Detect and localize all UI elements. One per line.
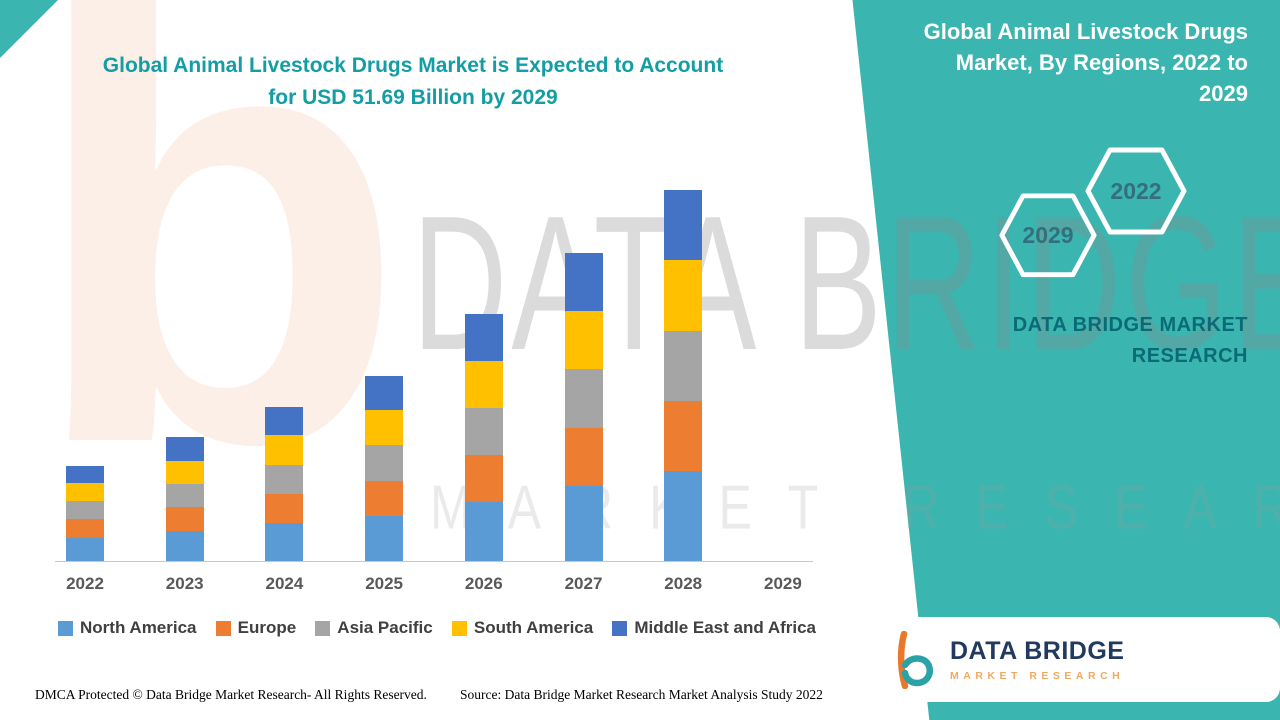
chart-title-line2: for USD 51.69 Billion by 2029	[268, 85, 558, 109]
bar-segment	[165, 530, 204, 561]
source-text: Source: Data Bridge Market Research Mark…	[460, 687, 823, 702]
bar-column	[454, 313, 514, 561]
stacked-bar	[365, 375, 404, 561]
bar-segment	[66, 483, 104, 501]
bar-segment	[464, 360, 503, 408]
legend-swatch	[451, 620, 467, 636]
badge-year-2022-label: 2022	[1110, 177, 1162, 204]
bar-segment	[265, 435, 304, 465]
bar-segment	[564, 369, 603, 428]
bar-column	[554, 252, 614, 561]
bar-column	[155, 437, 215, 561]
bar-segment	[265, 494, 304, 524]
logo-brand-tagline: MARKET RESEARCH	[950, 670, 1125, 682]
stacked-bar	[464, 313, 503, 561]
x-axis-label: 2029	[764, 574, 802, 593]
legend-item: Europe	[215, 618, 297, 638]
side-panel-brand-text: DATA BRIDGE MARKET RESEARCH	[1012, 314, 1248, 367]
x-axis-label: 2023	[165, 574, 204, 593]
bar-segment	[564, 310, 603, 370]
bar-segment	[664, 471, 703, 561]
bar-segment	[664, 260, 703, 331]
bar-segment	[165, 437, 204, 461]
bar-segment	[265, 406, 304, 436]
bar-segment	[66, 465, 104, 484]
bar-column	[55, 465, 115, 561]
hexagon-outline-icon	[999, 193, 1097, 278]
badge-hexagon-2029: 2029	[998, 192, 1098, 278]
bar-segment	[165, 507, 204, 531]
bar-segment	[664, 190, 703, 261]
logo-brand-name: DATA BRIDGE	[950, 637, 1125, 665]
legend-item: Middle East and Africa	[612, 618, 816, 638]
chart-legend: North America Europe Asia Pacific South Ame…	[58, 618, 816, 638]
legend-item: Asia Pacific	[315, 618, 433, 638]
chart-title-line1: Global Animal Livestock Drugs Market is …	[102, 54, 724, 77]
side-panel-title-line1: Global Animal Livestock Drugs	[923, 19, 1248, 44]
legend-label: South America	[473, 618, 594, 637]
bar-chart-plot-area	[55, 189, 813, 562]
legend-label: North America	[80, 618, 197, 637]
bar-segment	[265, 523, 304, 561]
badge-year-2029-label: 2029	[1022, 221, 1074, 248]
bar-segment	[564, 427, 603, 487]
stacked-bar	[564, 252, 603, 561]
bar-column	[354, 375, 414, 561]
stacked-bar	[66, 465, 104, 561]
legend-item: South America	[451, 618, 594, 638]
stacked-bar	[265, 406, 304, 561]
chart-title: Global Animal Livestock Drugs Market is …	[58, 50, 768, 113]
legend-swatch	[215, 620, 231, 636]
x-axis-label: 2028	[664, 574, 703, 593]
bar-segment	[66, 537, 104, 561]
bar-segment	[365, 375, 404, 411]
x-axis-label: 2022	[66, 574, 104, 593]
bar-segment	[365, 480, 404, 516]
x-axis-label: 2026	[464, 574, 503, 593]
bar-segment	[564, 252, 603, 311]
bar-segment	[664, 330, 703, 402]
badge-hexagon-2022: 2022	[1084, 146, 1188, 236]
bar-segment	[464, 454, 503, 502]
bar-column	[653, 190, 713, 561]
bar-segment	[464, 501, 503, 561]
bar-segment	[365, 410, 404, 446]
bar-segment	[365, 445, 404, 481]
x-axis-label: 2024	[265, 574, 304, 593]
x-axis-label: 2025	[365, 574, 404, 593]
legend-label: Europe	[237, 618, 297, 637]
x-axis-label: 2027	[564, 574, 603, 593]
legend-item: North America	[58, 618, 197, 638]
legend-swatch	[58, 620, 73, 636]
stacked-bar	[664, 190, 703, 561]
legend-label: Asia Pacific	[337, 618, 433, 637]
hexagon-outline-icon	[1085, 147, 1187, 235]
bar-segment	[365, 515, 404, 561]
logo-text-block: DATA BRIDGE MARKET RESEARCH	[950, 637, 1124, 682]
x-axis-labels: 2022 2023 2024 2025 2026 2027 2028 2029	[55, 574, 813, 594]
side-panel-title-line2: Market, By Regions, 2022 to	[955, 50, 1248, 76]
bar-segment	[464, 313, 503, 361]
dmca-text: DMCA Protected © Data Bridge Market Rese…	[35, 687, 427, 702]
legend-swatch	[315, 620, 331, 636]
bar-segment	[66, 519, 104, 538]
bar-column	[254, 406, 314, 561]
bar-segment	[464, 407, 503, 455]
bar-segment	[265, 464, 304, 495]
side-panel-title: Global Animal Livestock Drugs Market, By…	[903, 16, 1248, 110]
bar-segment	[564, 486, 603, 561]
side-panel-title-line3: 2029	[1199, 81, 1248, 107]
brand-logo-card: DATA BRIDGE MARKET RESEARCH	[868, 617, 1280, 702]
corner-accent-triangle	[0, 0, 58, 58]
bar-segment	[165, 460, 204, 484]
stacked-bar	[165, 437, 204, 561]
bar-segment	[165, 483, 204, 508]
data-bridge-logo-icon	[897, 630, 934, 689]
bar-segment	[664, 401, 703, 472]
legend-label: Middle East and Africa	[634, 618, 816, 637]
bar-segment	[66, 500, 104, 520]
legend-swatch	[612, 620, 628, 636]
